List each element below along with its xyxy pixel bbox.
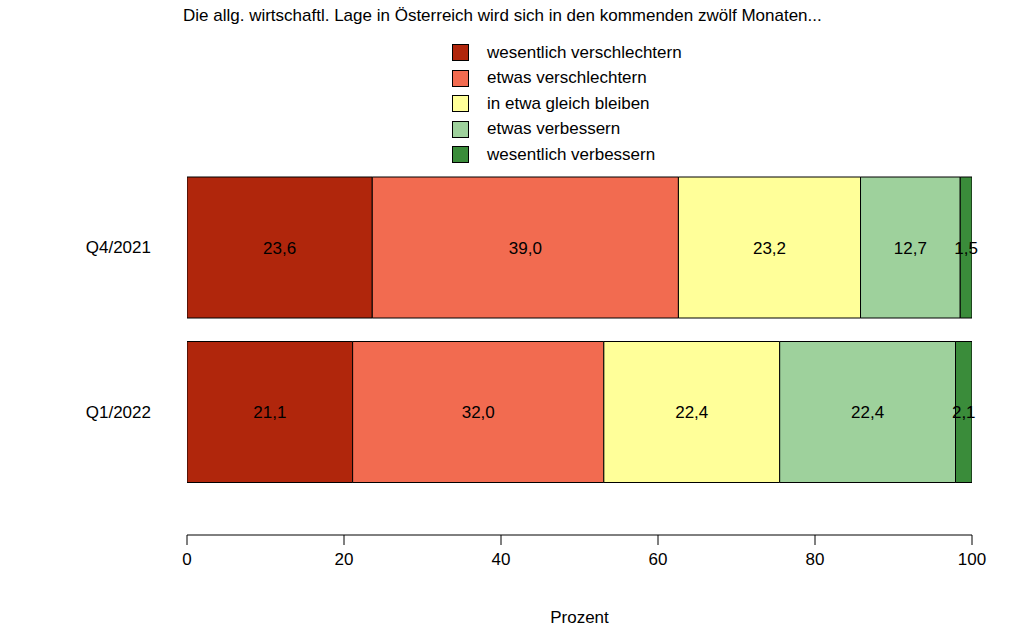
html-text:in etwa gleich bleiben: in etwa gleich bleiben (487, 93, 650, 113)
svg-text:80: 80 (806, 550, 825, 569)
svg-text:40: 40 (492, 550, 511, 569)
html-text:Die allg. wirtschaftl. Lage in: Die allg. wirtschaftl. Lage in Österreic… (183, 6, 822, 25)
svg-text:32,0: 32,0 (462, 403, 495, 422)
svg-text:60: 60 (649, 550, 668, 569)
svg-text:39,0: 39,0 (509, 239, 542, 258)
svg-text:100: 100 (958, 550, 986, 569)
html-text:etwas verschlechtern: etwas verschlechtern (487, 68, 647, 88)
svg-text:2,1: 2,1 (952, 403, 976, 422)
svg-text:Prozent: Prozent (550, 608, 609, 627)
svg-text:22,4: 22,4 (675, 403, 708, 422)
html-text:wesentlich verbessern: wesentlich verbessern (487, 144, 656, 164)
svg-text:0: 0 (182, 550, 191, 569)
svg-text:23,6: 23,6 (263, 239, 296, 258)
html-text:wesentlich verschlechtern: wesentlich verschlechtern (487, 42, 682, 62)
svg-text:23,2: 23,2 (753, 239, 786, 258)
svg-text:20: 20 (335, 550, 354, 569)
svg-text:1,5: 1,5 (954, 239, 978, 258)
svg-text:Q4/2021: Q4/2021 (86, 238, 151, 257)
html-text:etwas verbessern: etwas verbessern (487, 119, 621, 139)
svg-text:21,1: 21,1 (253, 403, 286, 422)
svg-text:22,4: 22,4 (851, 403, 884, 422)
svg-text:Q1/2022: Q1/2022 (86, 403, 151, 422)
svg-text:12,7: 12,7 (894, 239, 927, 258)
